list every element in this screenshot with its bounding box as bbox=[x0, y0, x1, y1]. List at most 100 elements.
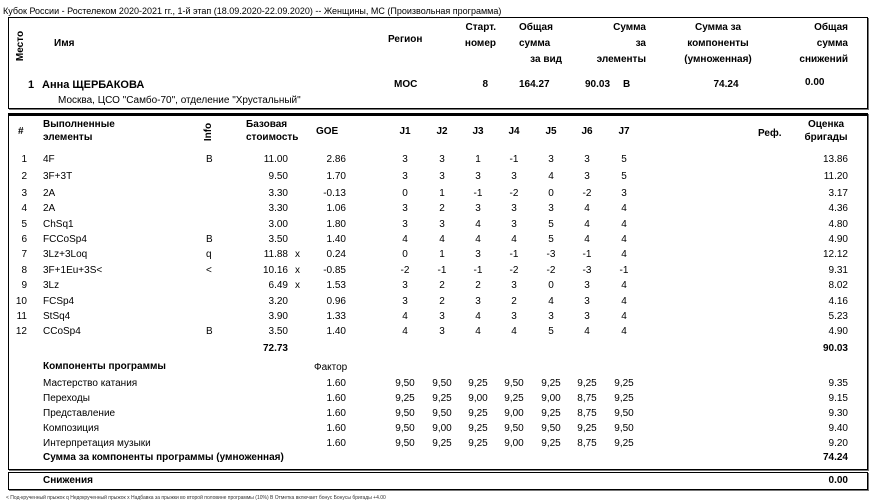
judge-5-component-mark: 9,00 bbox=[541, 393, 561, 404]
factor-header: Фактор bbox=[314, 362, 348, 373]
element-panel-score: 9.31 bbox=[828, 265, 848, 276]
judge-5-goe: 0 bbox=[548, 188, 554, 199]
judge-3-component-mark: 9,00 bbox=[468, 393, 488, 404]
component-score: 9.20 bbox=[828, 438, 848, 449]
component-score: 9.40 bbox=[828, 423, 848, 434]
judge-6-goe: 3 bbox=[584, 171, 590, 182]
element-code: 3Lz bbox=[43, 280, 60, 291]
judge-1-goe: 3 bbox=[402, 219, 408, 230]
element-number: 6 bbox=[21, 234, 27, 245]
element-number: 11 bbox=[16, 311, 27, 322]
judge-4-component-mark: 9,50 bbox=[504, 423, 524, 434]
judge-5-goe: 0 bbox=[548, 280, 554, 291]
judge-7-goe: 4 bbox=[621, 311, 627, 322]
element-base-value: 3.30 bbox=[268, 203, 288, 214]
judge-3-goe: 4 bbox=[475, 326, 481, 337]
judge-7-component-mark: 9,25 bbox=[614, 378, 634, 389]
deductions-score: 0.00 bbox=[805, 77, 825, 88]
judge-2-goe: 3 bbox=[439, 154, 445, 165]
element-goe: 1.40 bbox=[326, 234, 346, 245]
elements-header: элементы bbox=[43, 132, 93, 143]
element-number: 10 bbox=[15, 296, 27, 307]
component-factor: 1.60 bbox=[326, 393, 346, 404]
judge-2-goe: 2 bbox=[439, 280, 445, 291]
region-header: Регион bbox=[388, 34, 423, 45]
component-score: 9.15 bbox=[828, 393, 848, 404]
judge-1-goe: 3 bbox=[402, 154, 408, 165]
judge-5-goe: 4 bbox=[548, 171, 554, 182]
component-factor: 1.60 bbox=[326, 408, 346, 419]
judge-2-goe: 3 bbox=[439, 171, 445, 182]
judge-3-component-mark: 9,25 bbox=[468, 438, 488, 449]
judge-4-goe: 3 bbox=[511, 311, 517, 322]
judge-3-goe: 3 bbox=[475, 296, 481, 307]
start-header: Старт. bbox=[465, 22, 496, 33]
judge-2-goe: 1 bbox=[439, 249, 445, 260]
judge-1-component-mark: 9,50 bbox=[395, 423, 415, 434]
judge-2-goe: 3 bbox=[439, 311, 445, 322]
judge-4-goe: 4 bbox=[511, 234, 517, 245]
component-name: Переходы bbox=[43, 393, 90, 404]
judge-7-goe: 4 bbox=[621, 326, 627, 337]
element-code: StSq4 bbox=[43, 311, 71, 322]
skater-club: Москва, ЦСО "Самбо-70", отделение "Хруст… bbox=[58, 95, 301, 106]
element-goe: 1.40 bbox=[326, 326, 346, 337]
judge-1-goe: 4 bbox=[402, 326, 408, 337]
element-goe: 1.70 bbox=[326, 171, 346, 182]
element-code: 4F bbox=[43, 154, 55, 165]
element-panel-score: 4.16 bbox=[828, 296, 848, 307]
element-code: FCSp4 bbox=[43, 296, 75, 307]
element-number: 1 bbox=[21, 154, 27, 165]
judge-3-goe: -1 bbox=[473, 188, 483, 199]
judge-1-goe: 3 bbox=[402, 203, 408, 214]
base-value-header: Базовая bbox=[246, 119, 288, 130]
element-panel-score: 3.17 bbox=[828, 188, 848, 199]
judge-2-component-mark: 9,00 bbox=[432, 423, 452, 434]
judge-header-j5: J5 bbox=[545, 126, 557, 137]
element-number: 8 bbox=[21, 265, 27, 276]
judge-2-component-mark: 9,50 bbox=[432, 378, 452, 389]
judge-6-goe: 4 bbox=[584, 219, 590, 230]
judge-6-goe: 3 bbox=[584, 311, 590, 322]
judge-4-goe: 4 bbox=[511, 326, 517, 337]
element-code: CCoSp4 bbox=[43, 326, 81, 337]
skater-rank: 1 bbox=[28, 79, 35, 91]
referee-header: Реф. bbox=[758, 128, 782, 139]
component-factor: 1.60 bbox=[326, 423, 346, 434]
element-goe: -0.13 bbox=[323, 188, 346, 199]
element-goe: 0.96 bbox=[326, 296, 346, 307]
element-panel-score: 13.86 bbox=[822, 154, 848, 165]
judge-5-goe: 3 bbox=[548, 311, 554, 322]
judge-2-goe: 1 bbox=[439, 188, 445, 199]
judge-3-goe: 3 bbox=[475, 249, 481, 260]
deductions-header: снижений bbox=[799, 54, 848, 65]
element-code: 2A bbox=[43, 188, 56, 199]
judge-1-goe: 0 bbox=[402, 249, 408, 260]
component-name: Мастерство катания bbox=[43, 378, 138, 389]
elements-box bbox=[8, 113, 868, 470]
judge-1-component-mark: 9,50 bbox=[395, 438, 415, 449]
element-number: 9 bbox=[21, 280, 27, 291]
judge-4-component-mark: 9,50 bbox=[504, 378, 524, 389]
judge-1-component-mark: 9,25 bbox=[395, 393, 415, 404]
judge-6-goe: 4 bbox=[584, 234, 590, 245]
judge-2-goe: 2 bbox=[439, 203, 445, 214]
judge-header-j3: J3 bbox=[472, 126, 484, 137]
skater-name: Анна ЩЕРБАКОВА bbox=[42, 79, 145, 91]
judge-2-goe: -1 bbox=[437, 265, 447, 276]
component-score: 9.35 bbox=[828, 378, 848, 389]
judge-2-component-mark: 9,25 bbox=[432, 438, 452, 449]
judge-7-goe: 4 bbox=[621, 234, 627, 245]
elements-sum-header: Сумма bbox=[613, 22, 646, 33]
start-header: номер bbox=[464, 38, 496, 49]
judge-5-goe: -2 bbox=[546, 265, 556, 276]
components-total-label: Сумма за компоненты программы (умноженна… bbox=[43, 452, 284, 463]
deductions-total: 0.00 bbox=[828, 475, 848, 486]
elements-bonus-flag: B bbox=[623, 79, 631, 90]
element-number: 12 bbox=[15, 326, 27, 337]
judge-7-goe: 4 bbox=[621, 249, 627, 260]
judge-header-j4: J4 bbox=[508, 126, 520, 137]
total-score: 164.27 bbox=[519, 79, 550, 90]
start-number: 8 bbox=[482, 79, 488, 90]
